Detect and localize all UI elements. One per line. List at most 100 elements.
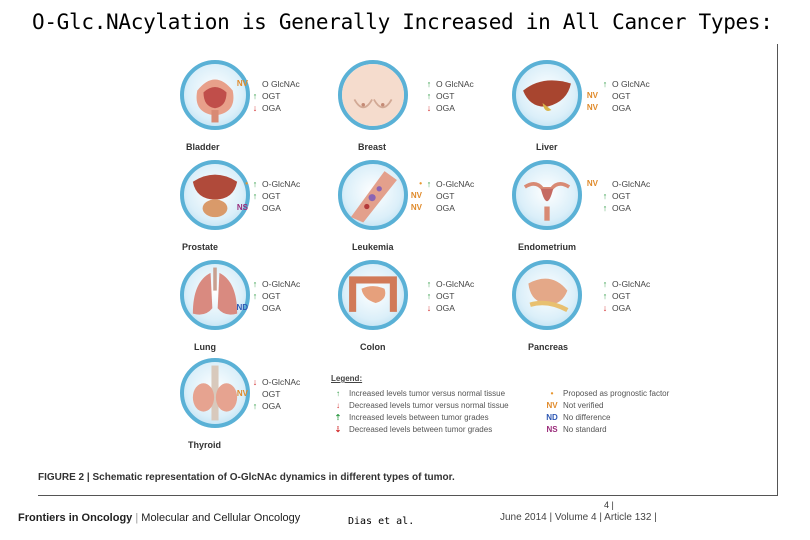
marker-label: O-GlcNAc	[262, 179, 301, 189]
organ-name: Thyroid	[188, 440, 221, 450]
marker-label: OGA	[612, 303, 631, 313]
marker-row: • ↑ O-GlcNAc	[408, 178, 474, 190]
legend-item: ↑ Increased levels tumor versus normal ti…	[331, 387, 531, 399]
prostate-illustration	[180, 160, 250, 230]
marker-label: O-GlcNAc	[612, 279, 651, 289]
marker-label: OGT	[262, 91, 281, 101]
leukemia-illustration	[338, 160, 408, 230]
marker-label: OGA	[436, 203, 455, 213]
marker-label: OGT	[436, 91, 455, 101]
slide-title: O-Glc.NAcylation is Generally Increased …	[32, 10, 773, 34]
legend-text: Increased levels tumor versus normal tis…	[349, 388, 506, 398]
organ-name: Pancreas	[528, 342, 569, 352]
marker-row: NV OGT	[584, 90, 650, 102]
marker-label: OGA	[262, 401, 281, 411]
marker-row: ↑ O GlcNAc	[584, 78, 650, 90]
marker-label: O GlcNAc	[436, 79, 474, 89]
arrow-icon: ↑	[602, 203, 608, 213]
code: ND	[236, 303, 248, 312]
legend-item: NV Not verified	[545, 399, 745, 411]
legend-text: Decreased levels tumor versus normal tis…	[349, 400, 509, 410]
code: NV	[236, 79, 248, 88]
markers-pancreas: ↑ O-GlcNAc ↑ OGT ↓ OGA	[584, 278, 651, 314]
legend-item: • Proposed as prognostic factor	[545, 387, 745, 399]
legend-left-column: ↑ Increased levels tumor versus normal ti…	[331, 387, 531, 435]
legend-title: Legend:	[331, 374, 363, 383]
thyroid-illustration	[180, 358, 250, 428]
legend-text: Proposed as prognostic factor	[563, 388, 670, 398]
marker-row: ↑ O-GlcNAc	[584, 278, 651, 290]
legend-right-column: • Proposed as prognostic factor NV Not ver…	[545, 387, 745, 435]
dashed-down-arrow-icon: ⇣	[334, 424, 342, 434]
code: NV	[410, 203, 422, 212]
marker-row: ↓ O-GlcNAc	[234, 376, 301, 388]
dashed-up-arrow-icon: ⇡	[334, 412, 342, 422]
marker-row: ↑ O-GlcNAc	[234, 278, 301, 290]
marker-row: ↓ OGA	[584, 302, 650, 314]
legend-code: NS	[546, 424, 558, 434]
liver-illustration	[512, 60, 582, 130]
marker-row: ↑ O GlcNAc	[408, 78, 474, 90]
down-arrow-icon: ↓	[336, 400, 340, 410]
marker-row: ↑ OGT	[584, 190, 650, 202]
arrow-icon: ↓	[426, 103, 432, 113]
marker-label: OGT	[612, 291, 631, 301]
arrow-icon: ↑	[426, 291, 432, 301]
marker-row: ↑ OGT	[234, 190, 300, 202]
up-arrow-icon: ↑	[336, 388, 340, 398]
marker-row: NV O-GlcNAc	[584, 178, 650, 190]
code: NS	[236, 203, 248, 212]
pancreas-illustration	[512, 260, 582, 330]
issue-info: June 2014 | Volume 4 | Article 132 |	[500, 512, 657, 523]
arrow-icon: ↑	[252, 91, 258, 101]
marker-label: O GlcNAc	[262, 79, 300, 89]
arrow-icon: ↑	[252, 291, 258, 301]
arrow-icon: ↑	[252, 179, 258, 189]
colon-illustration	[338, 260, 408, 330]
marker-row: ↑ OGT	[234, 90, 300, 102]
marker-row: • ↑ O-GlcNAc	[234, 178, 300, 190]
figure: Bladder NV O GlcNAc ↑ OGT ↓ OGA Breast ↑ O G…	[38, 44, 778, 496]
legend-code: ND	[546, 412, 558, 422]
lung-illustration	[180, 260, 250, 330]
marker-row: ↑ OGT	[408, 290, 474, 302]
markers-endometrium: NV O-GlcNAc ↑ OGT ↑ OGA	[584, 178, 650, 214]
marker-label: OGT	[262, 389, 281, 399]
code: NV	[410, 191, 422, 200]
code: •	[419, 179, 422, 188]
marker-row: ↑ OGT	[584, 290, 650, 302]
marker-label: O-GlcNAc	[436, 279, 475, 289]
marker-row: ↑ O-GlcNAc	[408, 278, 475, 290]
marker-row: ↓ OGA	[408, 302, 474, 314]
marker-row: NV OGA	[408, 202, 474, 214]
marker-label: OGA	[612, 203, 631, 213]
marker-row: ↑ OGT	[234, 290, 300, 302]
marker-label: O-GlcNAc	[262, 377, 301, 387]
arrow-icon: ↑	[252, 401, 258, 411]
arrow-icon: ↓	[252, 103, 258, 113]
bladder-illustration	[180, 60, 250, 130]
marker-label: OGA	[262, 103, 281, 113]
page-number: 4 |	[604, 500, 614, 510]
endometrium-illustration	[512, 160, 582, 230]
journal-title: Frontiers in Oncology	[18, 512, 133, 524]
author-credit: Dias et al.	[348, 516, 415, 527]
markers-bladder: NV O GlcNAc ↑ OGT ↓ OGA	[234, 78, 300, 114]
arrow-icon: ↓	[602, 303, 608, 313]
marker-label: O-GlcNAc	[612, 179, 651, 189]
organ-name: Prostate	[182, 242, 219, 252]
breast-illustration	[338, 60, 408, 130]
marker-label: OGA	[436, 103, 455, 113]
arrow-icon: ↑	[602, 79, 608, 89]
arrow-icon: ↑	[426, 91, 432, 101]
journal-section: Molecular and Cellular Oncology	[141, 512, 301, 524]
markers-breast: ↑ O GlcNAc ↑ OGT ↓ OGA	[408, 78, 474, 114]
organ-name: Endometrium	[518, 242, 577, 252]
arrow-icon: ↓	[426, 303, 432, 313]
marker-label: OGA	[612, 103, 631, 113]
arrow-icon: ↑	[602, 279, 608, 289]
marker-label: OGT	[612, 191, 631, 201]
marker-label: OGA	[436, 303, 455, 313]
marker-row: ↓ OGA	[234, 102, 300, 114]
code: NV	[586, 179, 598, 188]
